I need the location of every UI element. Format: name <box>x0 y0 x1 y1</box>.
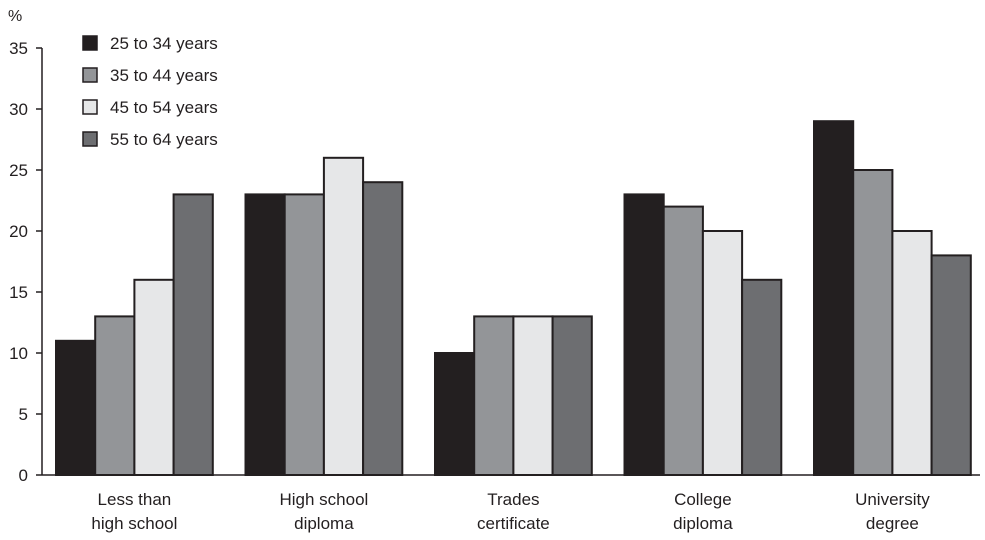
y-tick-labels: 0 5 10 15 20 25 30 35 <box>9 39 28 485</box>
bar <box>172 193 214 476</box>
y-tick-label: 5 <box>19 405 28 424</box>
bar <box>662 205 704 476</box>
legend-label: 55 to 64 years <box>110 130 218 149</box>
legend-label: 25 to 34 years <box>110 34 218 53</box>
bar <box>891 230 933 476</box>
y-tick-label: 10 <box>9 344 28 363</box>
bar <box>741 278 783 476</box>
legend-swatch <box>82 99 98 115</box>
category-label: certificate <box>477 514 550 533</box>
bar <box>94 315 136 476</box>
y-axis-unit-label: % <box>8 8 22 25</box>
bar <box>512 315 554 476</box>
bar <box>55 339 97 476</box>
y-tick-label: 20 <box>9 222 28 241</box>
bar <box>473 315 515 476</box>
y-tick-label: 25 <box>9 161 28 180</box>
bar <box>244 193 286 476</box>
category-label: diploma <box>673 514 733 533</box>
category-label: High school <box>279 490 368 509</box>
category-label: College <box>674 490 732 509</box>
bars <box>55 120 972 477</box>
legend: 25 to 34 years 35 to 44 years 45 to 54 yea… <box>82 34 218 149</box>
bar <box>434 352 476 476</box>
category-label: degree <box>866 514 919 533</box>
bar <box>701 230 744 476</box>
y-tick-label: 15 <box>9 283 28 302</box>
legend-swatch <box>82 131 98 147</box>
bar <box>283 193 325 476</box>
bar <box>852 169 894 476</box>
category-label: Less than <box>98 490 172 509</box>
category-labels: Less than high school High school diploma Tr… <box>91 490 930 533</box>
legend-label: 35 to 44 years <box>110 66 218 85</box>
bar <box>133 278 175 476</box>
category-label: high school <box>91 514 177 533</box>
category-label: diploma <box>294 514 354 533</box>
bar <box>623 193 665 476</box>
bar <box>551 315 593 476</box>
category-label: University <box>855 490 930 509</box>
y-tick-label: 30 <box>9 100 28 119</box>
bar <box>930 254 972 476</box>
bar <box>362 181 404 476</box>
legend-swatch <box>82 67 98 83</box>
y-tick-label: 35 <box>9 39 28 58</box>
bar <box>813 120 855 476</box>
y-tick-label: 0 <box>19 466 28 485</box>
legend-label: 45 to 54 years <box>110 98 218 117</box>
category-label: Trades <box>487 490 539 509</box>
legend-swatch <box>82 35 98 51</box>
bar <box>322 156 365 477</box>
